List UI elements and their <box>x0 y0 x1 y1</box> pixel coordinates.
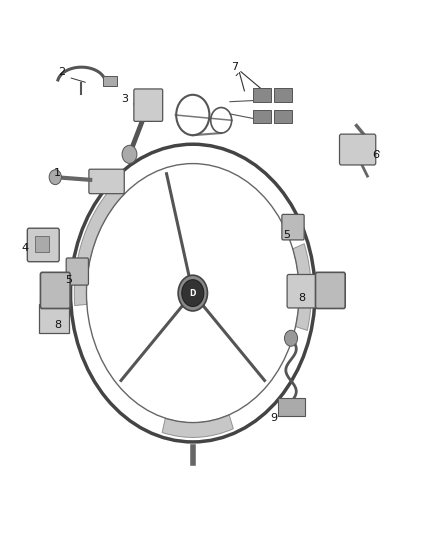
FancyBboxPatch shape <box>254 110 271 124</box>
Text: 8: 8 <box>298 293 306 303</box>
Circle shape <box>178 275 208 311</box>
FancyBboxPatch shape <box>278 398 305 416</box>
Wedge shape <box>74 182 124 305</box>
Text: 7: 7 <box>231 62 238 72</box>
FancyBboxPatch shape <box>282 214 304 240</box>
FancyBboxPatch shape <box>254 88 271 102</box>
FancyBboxPatch shape <box>35 236 49 252</box>
Text: 6: 6 <box>373 150 380 160</box>
FancyBboxPatch shape <box>39 304 69 333</box>
FancyBboxPatch shape <box>103 76 117 86</box>
FancyBboxPatch shape <box>66 258 88 285</box>
Text: 8: 8 <box>54 320 61 330</box>
Text: 2: 2 <box>58 68 65 77</box>
Text: 9: 9 <box>270 413 277 423</box>
Text: 1: 1 <box>54 168 61 179</box>
FancyBboxPatch shape <box>134 89 162 122</box>
Wedge shape <box>162 415 233 438</box>
Wedge shape <box>293 244 311 330</box>
FancyBboxPatch shape <box>89 169 124 193</box>
FancyBboxPatch shape <box>275 88 292 102</box>
Text: 5: 5 <box>65 275 72 285</box>
FancyBboxPatch shape <box>287 274 321 308</box>
Text: D: D <box>190 288 196 297</box>
FancyBboxPatch shape <box>315 272 345 309</box>
FancyBboxPatch shape <box>40 272 70 309</box>
Circle shape <box>49 169 61 184</box>
Text: 4: 4 <box>21 243 28 253</box>
Circle shape <box>285 330 297 346</box>
Circle shape <box>122 146 137 164</box>
FancyBboxPatch shape <box>27 228 59 262</box>
FancyBboxPatch shape <box>339 134 376 165</box>
Text: 3: 3 <box>122 94 129 104</box>
Circle shape <box>182 280 204 306</box>
Text: 5: 5 <box>283 230 290 240</box>
FancyBboxPatch shape <box>275 110 292 124</box>
